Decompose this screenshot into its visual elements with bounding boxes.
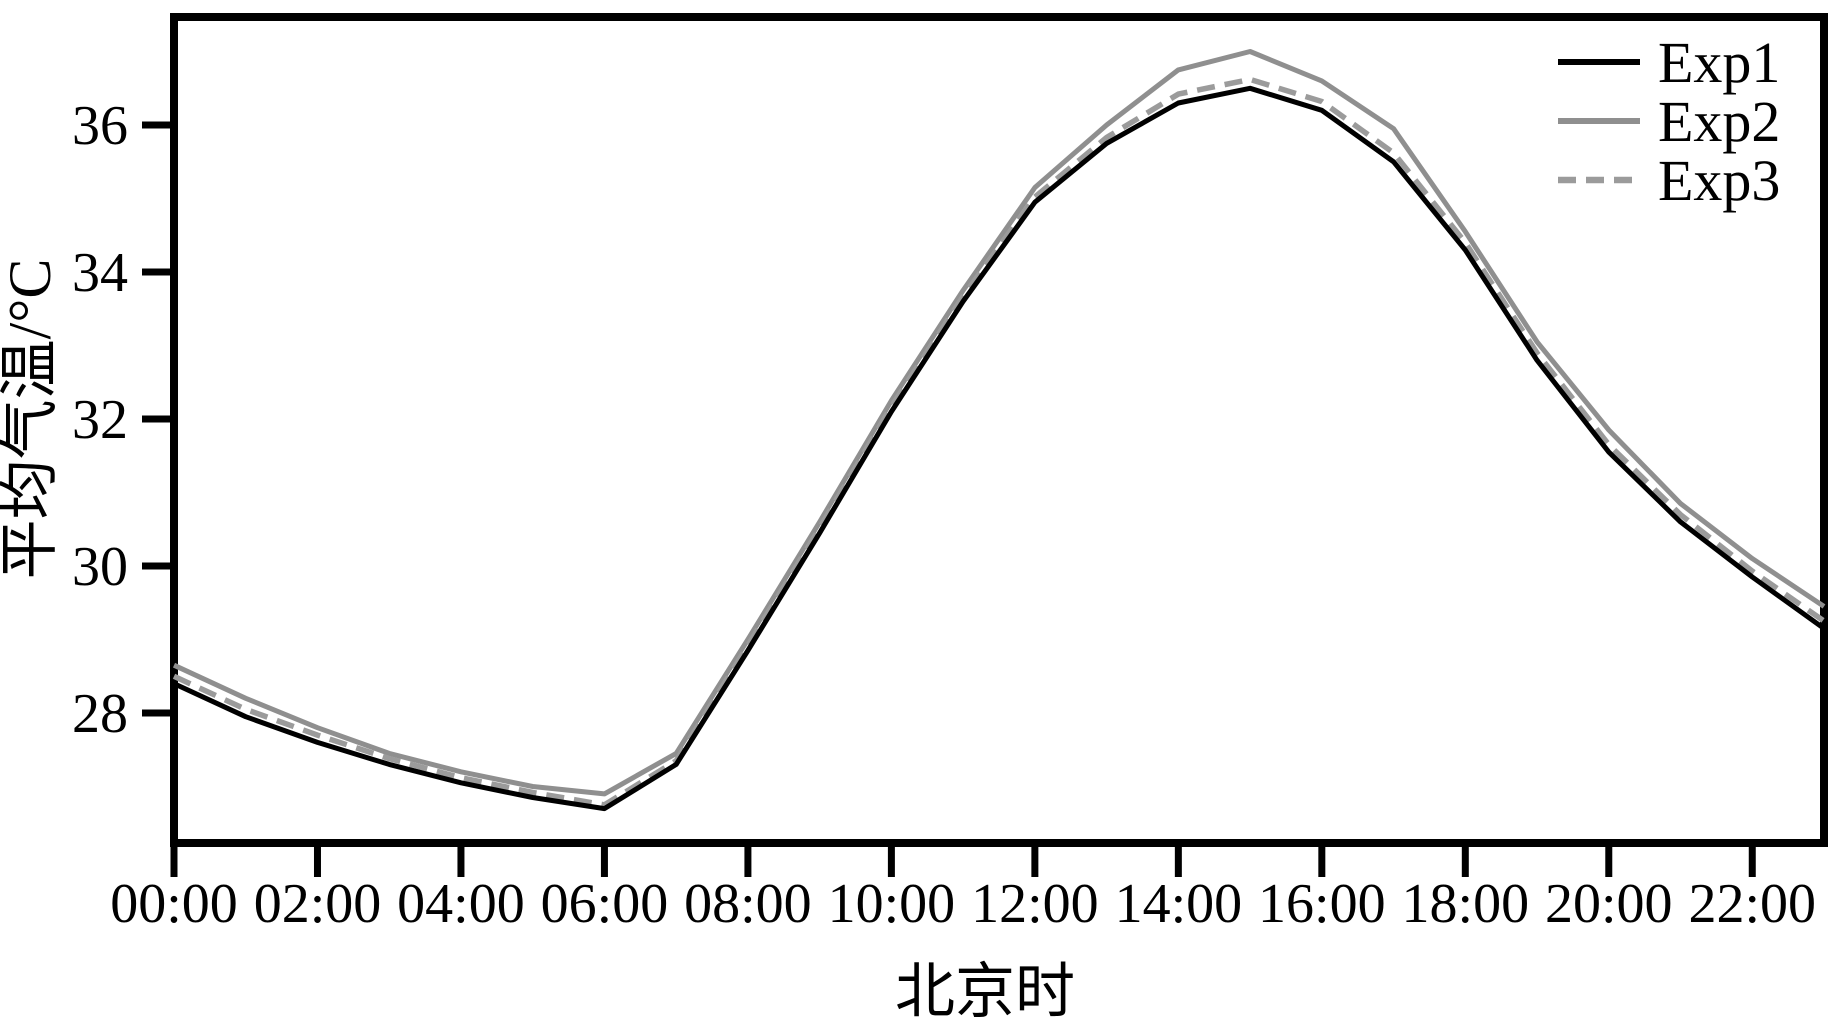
- legend-item-exp2: Exp2: [1558, 89, 1780, 154]
- x-tick-label: 06:00: [541, 873, 669, 935]
- series-line-exp1: [172, 85, 1826, 812]
- x-axis-ticks: 00:00 02:00 04:00 06:00 08:00 10:00 12:00 14:00…: [110, 847, 1816, 935]
- x-axis-title: 北京时: [895, 959, 1075, 1025]
- legend-item-exp3: Exp3: [1558, 148, 1780, 213]
- x-tick-label: 18:00: [1402, 873, 1530, 935]
- x-tick-label: 08:00: [684, 873, 812, 935]
- series-line-exp2: [172, 49, 1826, 797]
- legend-label-exp2: Exp2: [1658, 89, 1780, 154]
- series-line-exp3: [172, 76, 1826, 808]
- legend-label-exp3: Exp3: [1658, 148, 1780, 213]
- y-tick-label: 34: [72, 242, 128, 304]
- y-axis-title: 平均气温/°C: [0, 259, 63, 580]
- x-tick-label: 10:00: [828, 873, 956, 935]
- x-tick-label: 20:00: [1545, 873, 1673, 935]
- legend-item-exp1: Exp1: [1558, 30, 1780, 95]
- y-axis-ticks: 28 30 32 34 36: [72, 95, 170, 745]
- x-tick-label: 22:00: [1688, 873, 1816, 935]
- x-tick-label: 12:00: [971, 873, 1099, 935]
- y-tick-label: 30: [72, 536, 128, 598]
- y-tick-label: 28: [72, 683, 128, 745]
- x-tick-label: 16:00: [1258, 873, 1386, 935]
- x-tick-label: 00:00: [110, 873, 238, 935]
- y-tick-label: 32: [72, 389, 128, 451]
- plot-frame: [170, 13, 1828, 847]
- x-tick-label: 04:00: [397, 873, 525, 935]
- x-tick-label: 02:00: [254, 873, 382, 935]
- y-tick-label: 36: [72, 95, 128, 157]
- plot-frame-group: [170, 13, 1828, 847]
- legend-label-exp1: Exp1: [1658, 30, 1780, 95]
- series-lines: [172, 49, 1826, 812]
- x-tick-label: 14:00: [1115, 873, 1243, 935]
